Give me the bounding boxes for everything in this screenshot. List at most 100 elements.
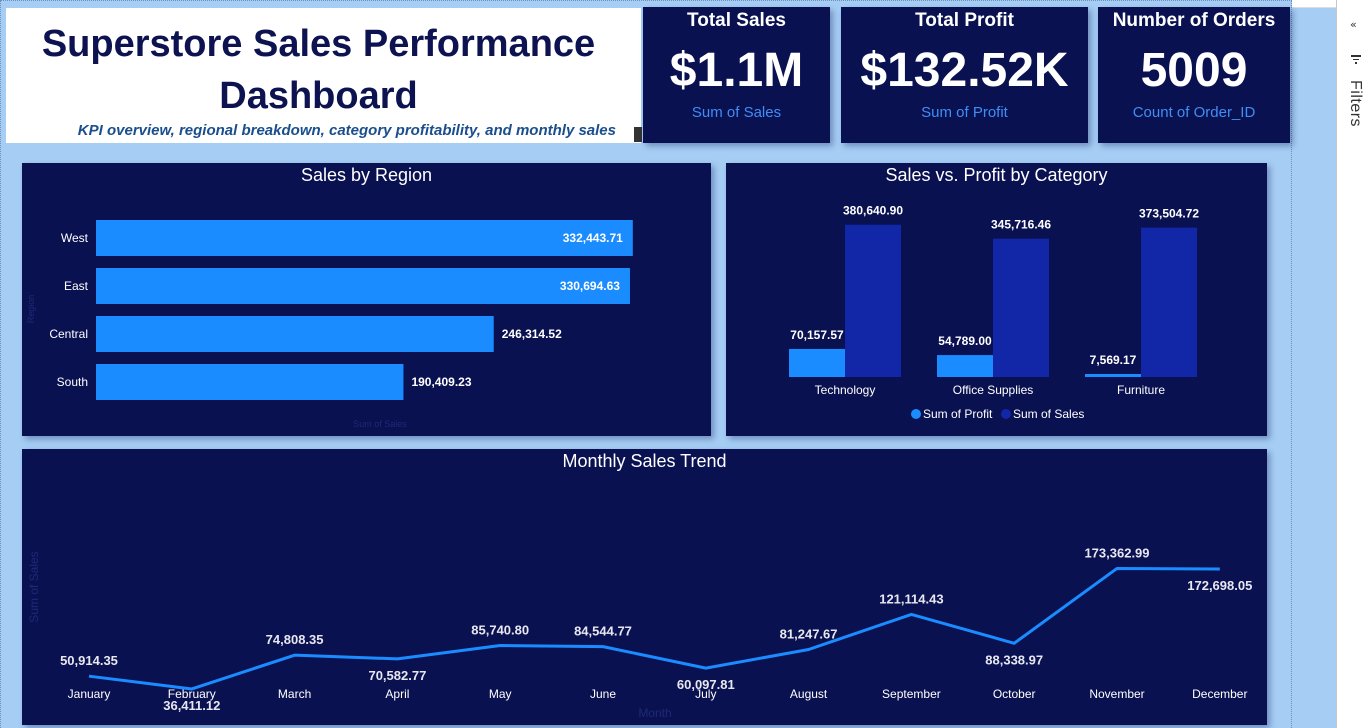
line-point[interactable] — [1114, 565, 1120, 571]
x-tick-label: March — [278, 687, 311, 701]
x-tick-label: August — [790, 687, 828, 701]
x-tick-label: Technology — [815, 383, 876, 397]
legend-marker — [1001, 409, 1011, 419]
data-label: 36,411.12 — [163, 698, 220, 713]
canvas-margin — [1292, 0, 1336, 728]
sales-bar[interactable] — [1141, 227, 1197, 377]
chart-title: Sales vs. Profit by Category — [885, 165, 1108, 185]
line-point[interactable] — [292, 652, 298, 658]
pane-top-strip — [1292, 0, 1372, 8]
kpi-title: Total Profit — [915, 10, 1014, 31]
category-chart-card[interactable]: Sales vs. Profit by Category 70,157.57 38… — [726, 163, 1267, 436]
legend-label[interactable]: Sum of Sales — [1013, 407, 1084, 421]
y-tick-label: East — [64, 279, 89, 293]
kpi-card-total-profit[interactable]: Total Profit $132.52K Sum of Profit — [841, 7, 1088, 143]
region-bar[interactable] — [96, 364, 404, 400]
data-label: 173,362.99 — [1084, 545, 1149, 560]
data-label: 54,789.00 — [938, 334, 992, 348]
kpi-value: $132.52K — [860, 44, 1069, 97]
kpi-label: Sum of Profit — [921, 104, 1008, 121]
line-point[interactable] — [1217, 566, 1223, 572]
data-label: 85,740.80 — [471, 623, 529, 638]
data-label: 81,247.67 — [780, 627, 838, 642]
region-bar[interactable] — [96, 268, 630, 304]
profit-bar[interactable] — [789, 348, 845, 377]
sales-bar[interactable] — [845, 224, 901, 377]
x-tick-label: December — [1192, 687, 1247, 701]
kpi-value: 5009 — [1140, 44, 1248, 97]
region-chart-card[interactable]: Sales by Region Region Sum of Sales West… — [22, 163, 711, 436]
y-tick-label: West — [61, 231, 89, 245]
data-label: 190,409.23 — [411, 375, 471, 389]
line-point[interactable] — [806, 647, 812, 653]
line-point[interactable] — [497, 643, 503, 649]
data-label: 345,716.46 — [991, 218, 1051, 232]
x-axis-title: Month — [638, 706, 671, 720]
dashboard-title: Superstore Sales Performance Dashboard — [6, 18, 641, 122]
chart-title: Sales by Region — [300, 165, 433, 185]
kpi-label: Sum of Sales — [691, 104, 782, 121]
region-bar[interactable] — [96, 316, 494, 352]
x-tick-label: April — [385, 687, 409, 701]
region-bar[interactable] — [96, 220, 633, 256]
y-tick-label: Central — [49, 327, 88, 341]
dashboard-subtitle: KPI overview, regional breakdown, catego… — [77, 122, 616, 139]
kpi-card-total-sales[interactable]: Total Sales $1.1M Sum of Sales — [643, 7, 830, 143]
profit-bar[interactable] — [1085, 373, 1141, 377]
data-label: 332,443.71 — [563, 231, 623, 245]
data-label: 88,338.97 — [985, 652, 1043, 667]
data-label: 7,569.17 — [1090, 353, 1137, 367]
profit-bar[interactable] — [937, 355, 993, 377]
filters-label[interactable]: Filters — [1347, 80, 1364, 128]
data-label: 172,698.05 — [1187, 578, 1252, 593]
legend-label[interactable]: Sum of Profit — [923, 407, 993, 421]
data-label: 60,097.81 — [677, 677, 735, 692]
x-tick-label: Office Supplies — [953, 383, 1034, 397]
sales-bar[interactable] — [993, 238, 1049, 377]
kpi-card-orders[interactable]: Number of Orders 5009 Count of Order_ID — [1098, 7, 1290, 143]
data-label: 70,157.57 — [790, 328, 844, 342]
x-tick-label: November — [1089, 687, 1144, 701]
monthly-line-chart[interactable]: Sum of Sales Month 50,914.35 January 36,41… — [22, 449, 1267, 725]
x-tick-label: February — [168, 687, 216, 701]
y-axis-title: Sum of Sales — [27, 551, 41, 622]
sales-line[interactable] — [88, 566, 1220, 691]
kpi-title: Number of Orders — [1112, 10, 1276, 31]
x-tick-label: September — [882, 687, 941, 701]
x-tick-label: June — [590, 687, 616, 701]
filter-icon — [1351, 55, 1361, 65]
data-label: 373,504.72 — [1139, 207, 1199, 221]
x-axis-title: Sum of Sales — [353, 419, 407, 429]
line-point[interactable] — [86, 673, 92, 679]
y-axis-title: Region — [26, 295, 36, 324]
kpi-title: Total Sales — [687, 10, 786, 31]
kpi-value: $1.1M — [669, 44, 804, 97]
data-label: 70,582.77 — [368, 668, 426, 683]
monthly-trend-card[interactable]: Monthly Sales Trend Sum of Sales Month 5… — [22, 449, 1267, 725]
x-tick-label: October — [993, 687, 1036, 701]
title-line-1: Superstore Sales Performance — [41, 23, 596, 65]
region-bar-chart[interactable]: Region Sum of Sales West 332,443.71 East 33… — [22, 163, 711, 436]
x-tick-label: May — [489, 687, 512, 701]
scrollbar-thumb[interactable] — [634, 127, 642, 142]
data-label: 246,314.52 — [502, 327, 562, 341]
data-label: 330,694.63 — [560, 279, 620, 293]
data-label: 121,114.43 — [879, 591, 943, 606]
title-line-2: Dashboard — [219, 75, 418, 117]
data-label: 84,544.77 — [574, 624, 632, 639]
line-point[interactable] — [600, 644, 606, 650]
line-point[interactable] — [1011, 640, 1017, 646]
chevron-double-left-icon[interactable]: « — [1350, 18, 1357, 31]
line-point[interactable] — [908, 611, 914, 617]
line-point[interactable] — [394, 656, 400, 662]
kpi-label: Count of Order_ID — [1132, 104, 1256, 121]
data-label: 380,640.90 — [843, 204, 903, 218]
y-tick-label: South — [57, 375, 88, 389]
filters-pane[interactable]: « Filters — [1336, 0, 1372, 728]
category-bar-chart[interactable]: 70,157.57 380,640.90 Technology 54,789.00 34… — [726, 163, 1267, 436]
x-tick-label: July — [695, 687, 716, 701]
legend-marker — [911, 409, 921, 419]
line-point[interactable] — [703, 665, 709, 671]
x-tick-label: January — [68, 687, 111, 701]
data-label: 50,914.35 — [60, 653, 118, 668]
